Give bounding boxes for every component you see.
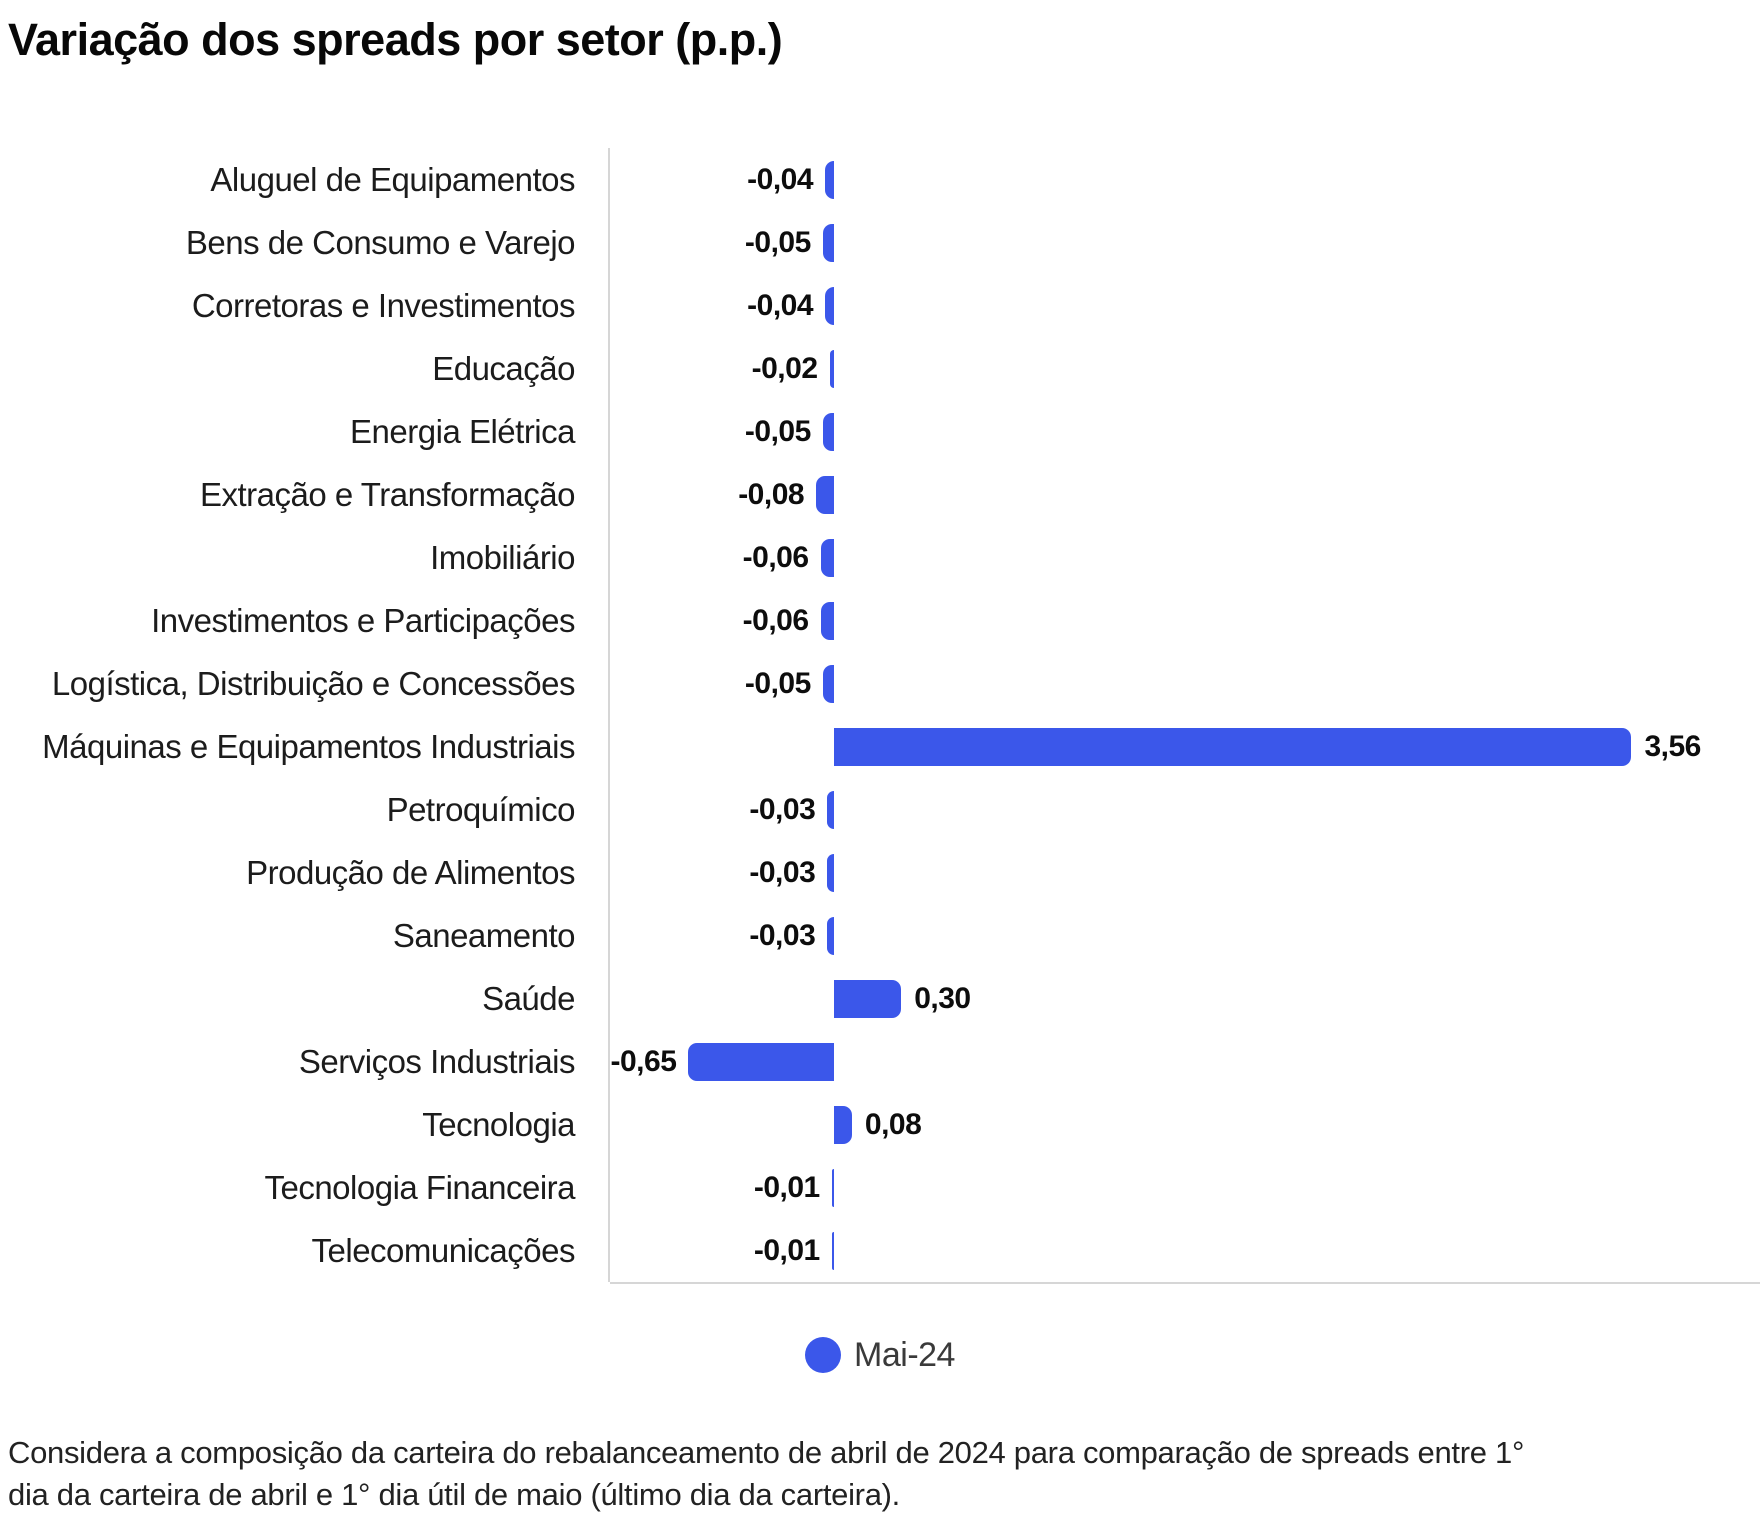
chart-row: Educação -0,02 bbox=[0, 337, 1760, 400]
value-label: -0,06 bbox=[742, 603, 809, 637]
bar[interactable] bbox=[831, 1231, 834, 1270]
value-label: -0,04 bbox=[747, 288, 814, 322]
chart-row: Máquinas e Equipamentos Industriais 3,56 bbox=[0, 715, 1760, 778]
value-label: -0,03 bbox=[749, 792, 816, 826]
bar[interactable] bbox=[820, 538, 834, 577]
category-label: Tecnologia bbox=[422, 1106, 575, 1143]
category-label: Serviços Industriais bbox=[298, 1043, 576, 1080]
chart-page: Variação dos spreads por setor (p.p.) Al… bbox=[0, 14, 1760, 1518]
plot-area: -0,06 bbox=[608, 526, 1760, 589]
value-label: -0,01 bbox=[753, 1233, 820, 1267]
plot-area: -0,01 bbox=[608, 1219, 1760, 1282]
chart-row: Energia Elétrica -0,05 bbox=[0, 400, 1760, 463]
value-label: -0,05 bbox=[744, 225, 811, 259]
chart-row: Telecomunicações -0,01 bbox=[0, 1219, 1760, 1282]
plot-area: 3,56 bbox=[608, 715, 1760, 778]
legend-label: Mai-24 bbox=[854, 1335, 955, 1374]
legend[interactable]: Mai-24 bbox=[0, 1336, 1760, 1374]
bar[interactable] bbox=[822, 223, 834, 262]
bar[interactable] bbox=[688, 1042, 834, 1081]
category-label: Energia Elétrica bbox=[350, 413, 575, 450]
category-label: Logística, Distribuição e Concessões bbox=[51, 665, 576, 702]
chart-row: Saneamento -0,03 bbox=[0, 904, 1760, 967]
chart-row: Extração e Transformação -0,08 bbox=[0, 463, 1760, 526]
x-axis-line bbox=[610, 1282, 1760, 1284]
plot-area: 0,30 bbox=[608, 967, 1760, 1030]
value-label: -0,04 bbox=[747, 162, 814, 196]
bar[interactable] bbox=[827, 853, 834, 892]
category-label: Corretoras e Investimentos bbox=[191, 287, 576, 324]
plot-area: -0,03 bbox=[608, 841, 1760, 904]
chart-row: Saúde 0,30 bbox=[0, 967, 1760, 1030]
chart-row: Aluguel de Equipamentos -0,04 bbox=[0, 148, 1760, 211]
plot-area: -0,05 bbox=[608, 211, 1760, 274]
value-label: 0,30 bbox=[914, 981, 971, 1015]
plot-area: -0,65 bbox=[608, 1030, 1760, 1093]
bar-chart: Aluguel de Equipamentos -0,04 Bens de Cons… bbox=[0, 148, 1760, 1284]
bar[interactable] bbox=[822, 412, 834, 451]
chart-row: Petroquímico -0,03 bbox=[0, 778, 1760, 841]
value-label: 3,56 bbox=[1644, 729, 1701, 763]
category-label: Máquinas e Equipamentos Industriais bbox=[42, 728, 575, 765]
value-label: -0,02 bbox=[751, 351, 818, 385]
chart-row: Bens de Consumo e Varejo -0,05 bbox=[0, 211, 1760, 274]
bar[interactable] bbox=[825, 286, 834, 325]
value-label: -0,03 bbox=[749, 855, 816, 889]
category-label: Produção de Alimentos bbox=[246, 854, 575, 891]
plot-area: -0,05 bbox=[608, 400, 1760, 463]
value-label: -0,65 bbox=[610, 1044, 677, 1078]
category-label: Telecomunicações bbox=[311, 1232, 576, 1269]
bar[interactable] bbox=[827, 790, 834, 829]
plot-area: -0,03 bbox=[608, 904, 1760, 967]
chart-row: Produção de Alimentos -0,03 bbox=[0, 841, 1760, 904]
value-label: -0,01 bbox=[753, 1170, 820, 1204]
bar[interactable] bbox=[834, 1105, 852, 1144]
chart-row: Imobiliário -0,06 bbox=[0, 526, 1760, 589]
value-label: -0,03 bbox=[749, 918, 816, 952]
plot-area: 0,08 bbox=[608, 1093, 1760, 1156]
chart-rows: Aluguel de Equipamentos -0,04 Bens de Cons… bbox=[0, 148, 1760, 1282]
legend-dot-icon bbox=[805, 1337, 842, 1373]
chart-title: Variação dos spreads por setor (p.p.) bbox=[8, 14, 783, 65]
plot-area: -0,02 bbox=[608, 337, 1760, 400]
category-label: Educação bbox=[432, 350, 575, 387]
category-label: Imobiliário bbox=[430, 539, 575, 576]
plot-area: -0,01 bbox=[608, 1156, 1760, 1219]
value-label: -0,05 bbox=[744, 414, 811, 448]
bar[interactable] bbox=[831, 1168, 834, 1207]
value-label: -0,08 bbox=[738, 477, 805, 511]
category-label: Petroquímico bbox=[386, 791, 576, 828]
footnote: Considera a composição da carteira do re… bbox=[8, 1435, 1525, 1512]
value-label: 0,08 bbox=[864, 1107, 922, 1141]
bar[interactable] bbox=[834, 979, 902, 1018]
category-label: Extração e Transformação bbox=[199, 476, 576, 513]
chart-row: Corretoras e Investimentos -0,04 bbox=[0, 274, 1760, 337]
plot-area: -0,03 bbox=[608, 778, 1760, 841]
bar[interactable] bbox=[827, 916, 834, 955]
bar[interactable] bbox=[825, 160, 834, 199]
category-label: Investimentos e Participações bbox=[151, 602, 575, 639]
chart-row: Tecnologia 0,08 bbox=[0, 1093, 1760, 1156]
chart-row: Investimentos e Participações -0,06 bbox=[0, 589, 1760, 652]
value-label: -0,05 bbox=[744, 666, 811, 700]
plot-area: -0,06 bbox=[608, 589, 1760, 652]
bar[interactable] bbox=[834, 727, 1632, 766]
chart-row: Serviços Industriais -0,65 bbox=[0, 1030, 1760, 1093]
category-label: Saúde bbox=[482, 980, 575, 1017]
bar[interactable] bbox=[829, 349, 834, 388]
plot-area: -0,08 bbox=[608, 463, 1760, 526]
category-label: Tecnologia Financeira bbox=[264, 1169, 575, 1206]
bar[interactable] bbox=[820, 601, 834, 640]
bar[interactable] bbox=[816, 475, 834, 514]
category-label: Bens de Consumo e Varejo bbox=[185, 224, 576, 261]
chart-row: Tecnologia Financeira -0,01 bbox=[0, 1156, 1760, 1219]
category-label: Aluguel de Equipamentos bbox=[210, 161, 575, 198]
plot-area: -0,05 bbox=[608, 652, 1760, 715]
chart-row: Logística, Distribuição e Concessões -0,0… bbox=[0, 652, 1760, 715]
plot-area: -0,04 bbox=[608, 148, 1760, 211]
category-label: Saneamento bbox=[392, 917, 576, 954]
plot-area: -0,04 bbox=[608, 274, 1760, 337]
value-label: -0,06 bbox=[742, 540, 809, 574]
bar[interactable] bbox=[822, 664, 834, 703]
